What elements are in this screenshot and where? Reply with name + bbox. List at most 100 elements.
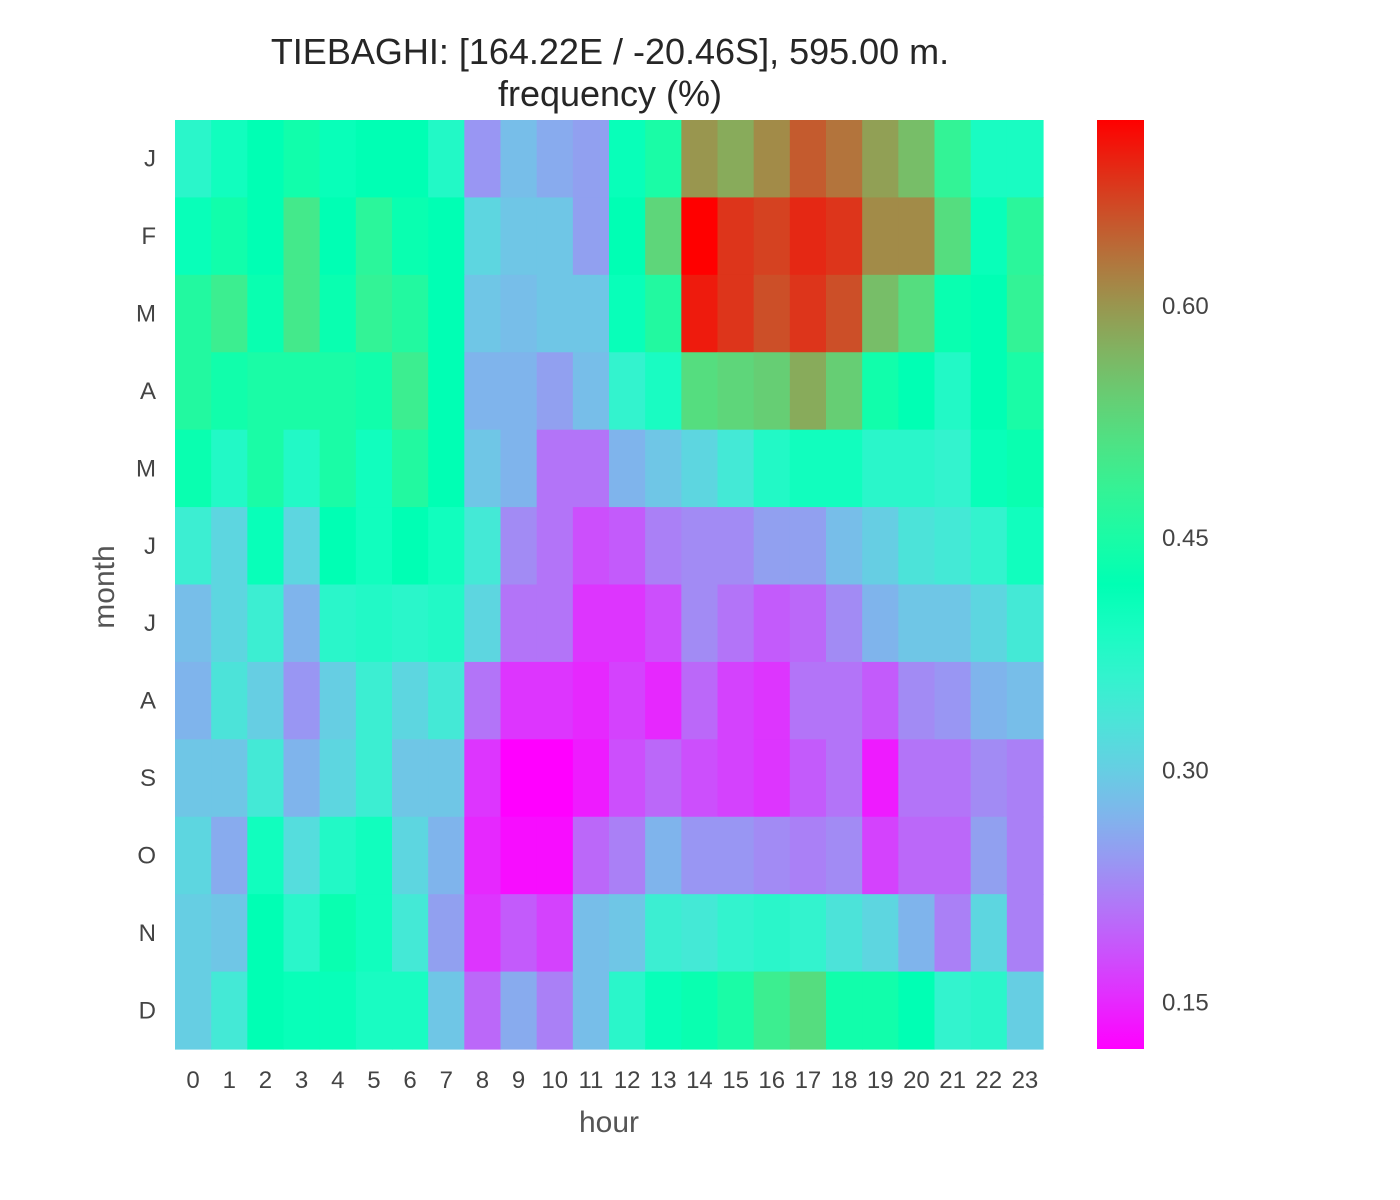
heatmap-cell [355,661,393,740]
heatmap-cell [175,197,212,276]
heatmap-cell [392,507,429,586]
heatmap-cell [681,429,719,508]
heatmap-cell [464,197,502,276]
heatmap-cell [826,661,863,740]
heatmap-cell [392,120,429,199]
heatmap-cell [1006,894,1044,973]
heatmap-cell [717,661,755,740]
heatmap-cell [319,429,357,508]
x-tick-label: 23 [1012,1067,1039,1094]
heatmap-cell [970,120,1008,199]
heatmap-cell [826,120,863,199]
heatmap-cell [247,816,285,895]
heatmap-cell [753,197,791,276]
heatmap-cell [283,197,321,276]
chart-subtitle: frequency (%) [498,73,722,114]
heatmap-cell [753,429,791,508]
heatmap-cell [1006,120,1044,199]
heatmap-cell [789,429,827,508]
heatmap-cell [609,197,646,276]
heatmap-cell [970,971,1008,1050]
heatmap-cell [247,352,285,431]
heatmap-cell [970,352,1008,431]
heatmap-cell [211,584,248,663]
heatmap-cell [536,739,574,818]
heatmap-cell [536,661,574,740]
heatmap-cell [283,894,321,973]
x-tick-label: 18 [831,1067,858,1094]
heatmap-cell [826,429,863,508]
y-tick-label: M [136,455,156,482]
heatmap-cell [428,661,465,740]
heatmap-cell [500,661,538,740]
heatmap-cell [355,739,393,818]
heatmap-cell [500,971,538,1050]
heatmap-cell [464,971,502,1050]
heatmap-cell [898,971,936,1050]
heatmap-cell [862,507,899,586]
heatmap-cell [572,429,610,508]
heatmap-cell [898,274,936,353]
heatmap-cell [1006,507,1044,586]
heatmap-cell [464,274,502,353]
heatmap-cell [536,584,574,663]
y-tick-label: O [137,842,156,869]
heatmap-cell [789,584,827,663]
heatmap-cell [283,507,321,586]
heatmap-cell [681,739,719,818]
heatmap-cell [898,120,936,199]
heatmap-cell [898,429,936,508]
heatmap-cell [500,120,538,199]
heatmap-cell [789,739,827,818]
heatmap-cell [572,816,610,895]
heatmap-cell [717,816,755,895]
heatmap-cell [572,352,610,431]
heatmap-cell [355,197,393,276]
heatmap-cell [247,739,285,818]
heatmap-cell [355,971,393,1050]
x-tick-label: 15 [722,1067,749,1094]
heatmap-cell [789,971,827,1050]
heatmap-cell [572,274,610,353]
heatmap-cell [970,584,1008,663]
heatmap-cell [717,894,755,973]
colorbar-tick-label: 0.60 [1162,293,1209,320]
heatmap-cell [428,894,465,973]
heatmap-cell [826,274,863,353]
heatmap-cell [862,120,899,199]
heatmap-cell [753,352,791,431]
heatmap-cell [645,816,682,895]
heatmap-cell [862,274,899,353]
heatmap-cell [247,274,285,353]
heatmap-cell [392,661,429,740]
heatmap-cell [355,894,393,973]
heatmap-cell [645,739,682,818]
heatmap-cell [1006,429,1044,508]
heatmap-cell [500,894,538,973]
heatmap-cell [428,816,465,895]
heatmap-cell [609,507,646,586]
heatmap-cell [500,507,538,586]
heatmap-cell [1006,739,1044,818]
heatmap-cell [681,584,719,663]
heatmap-cell [211,661,248,740]
heatmap-cell [500,352,538,431]
heatmap-cell [609,816,646,895]
heatmap-cell [355,274,393,353]
heatmap-cell [428,584,465,663]
heatmap-cell [934,894,972,973]
heatmap-cell [283,739,321,818]
heatmap-cell [717,507,755,586]
heatmap-cell [934,661,972,740]
y-tick-label: D [139,997,156,1024]
heatmap-cell [211,429,248,508]
heatmap-cell [934,507,972,586]
heatmap-cell [355,507,393,586]
heatmap-cell [247,197,285,276]
x-tick-label: 7 [440,1067,453,1094]
heatmap-cell [319,352,357,431]
heatmap-cell [319,739,357,818]
heatmap-cell [392,894,429,973]
heatmap-cell [175,429,212,508]
